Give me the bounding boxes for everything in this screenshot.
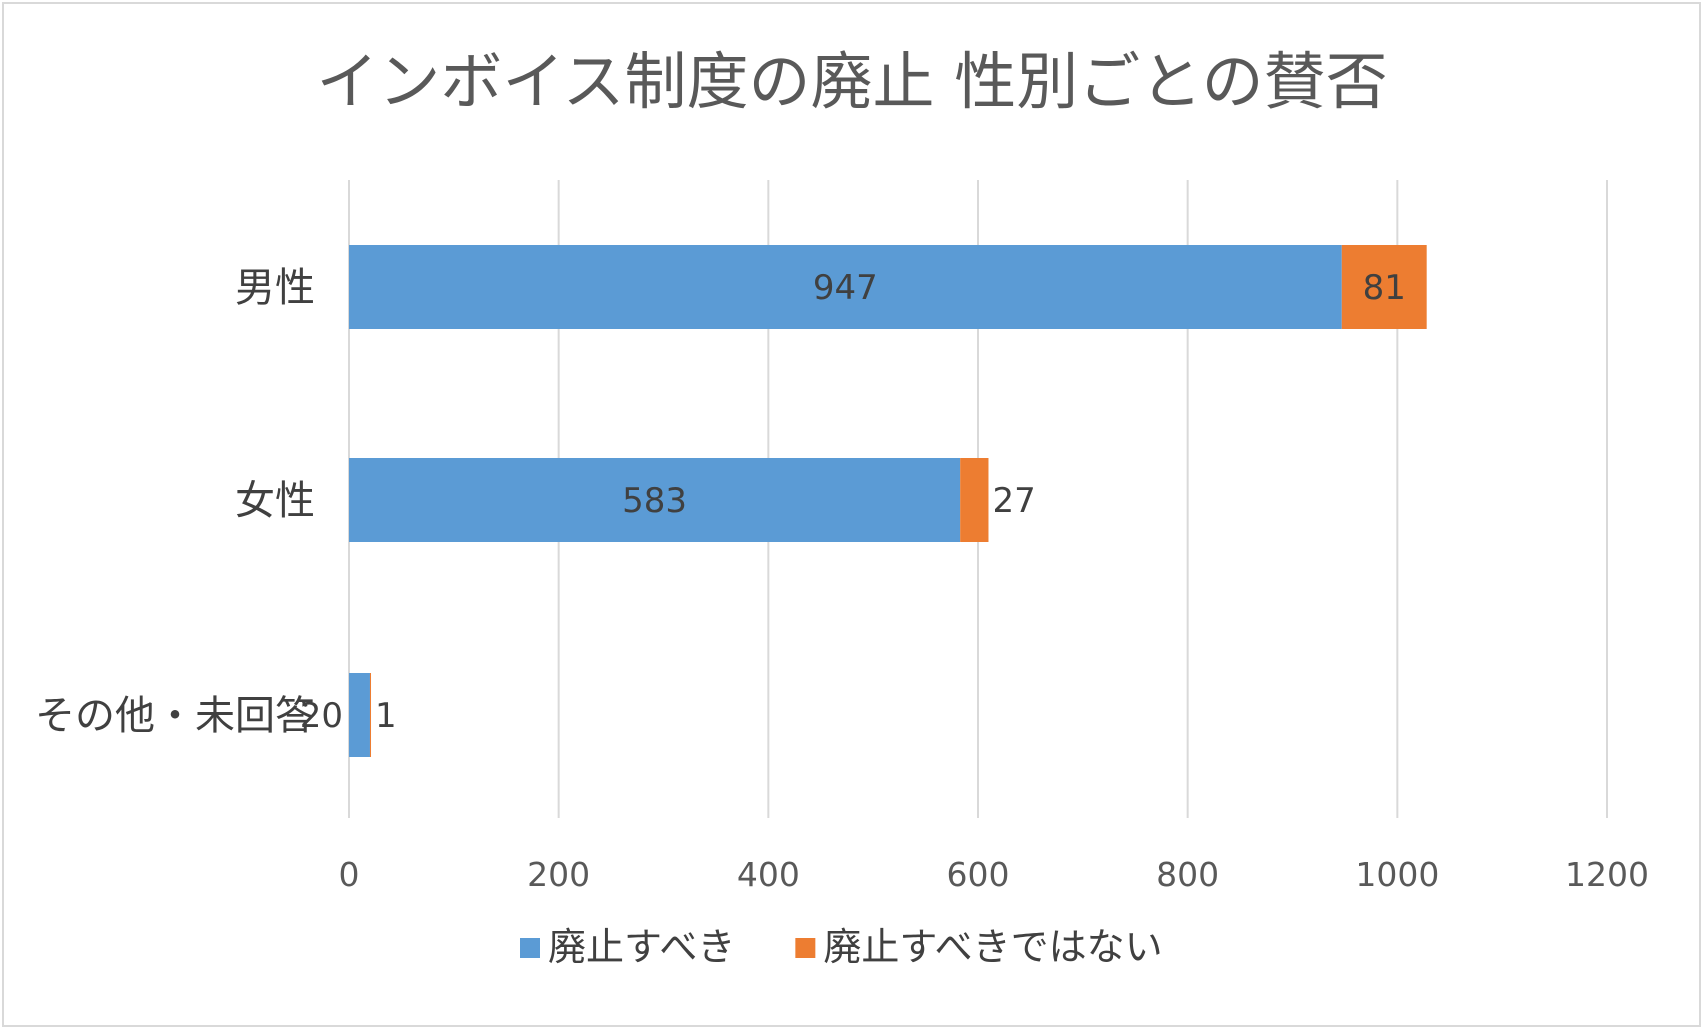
x-tick-label: 400 — [737, 855, 800, 894]
legend: 廃止すべき 廃止すべきではない — [520, 925, 1163, 969]
legend-swatch — [795, 938, 816, 958]
x-tick-label: 1000 — [1355, 855, 1439, 894]
chart-title: インボイス制度の廃止 性別ごとの賛否 — [316, 45, 1387, 118]
x-tick-label: 0 — [339, 855, 360, 894]
bar-abolish — [349, 458, 961, 542]
x-tick-label: 800 — [1156, 855, 1219, 894]
category-label: その他・未回答 — [35, 693, 315, 739]
legend-swatch — [520, 938, 540, 958]
bar-abolish — [349, 673, 370, 757]
legend-label: 廃止すべきではない — [823, 925, 1162, 969]
data-label: 1 — [375, 696, 397, 736]
data-labels: 947 81 583 27 20 1 — [300, 268, 1406, 736]
data-label: 27 — [992, 481, 1035, 521]
category-label: 男性 — [235, 265, 315, 311]
data-label: 20 — [300, 696, 343, 736]
bar-keep — [960, 458, 989, 542]
legend-label: 廃止すべき — [548, 925, 735, 969]
category-label: 女性 — [235, 478, 315, 524]
bar-abolish — [349, 245, 1342, 329]
x-tick-label: 600 — [947, 855, 1010, 894]
x-tick-labels: 0 200 400 600 800 1000 1200 — [339, 855, 1649, 894]
x-tick-label: 200 — [527, 855, 590, 894]
bars — [349, 245, 1427, 757]
data-label: 81 — [1363, 268, 1406, 308]
bar-keep — [1341, 245, 1427, 329]
bar-keep — [369, 673, 372, 757]
data-label: 947 — [813, 268, 878, 308]
data-label: 583 — [622, 481, 687, 521]
x-tick-label: 1200 — [1565, 855, 1649, 894]
